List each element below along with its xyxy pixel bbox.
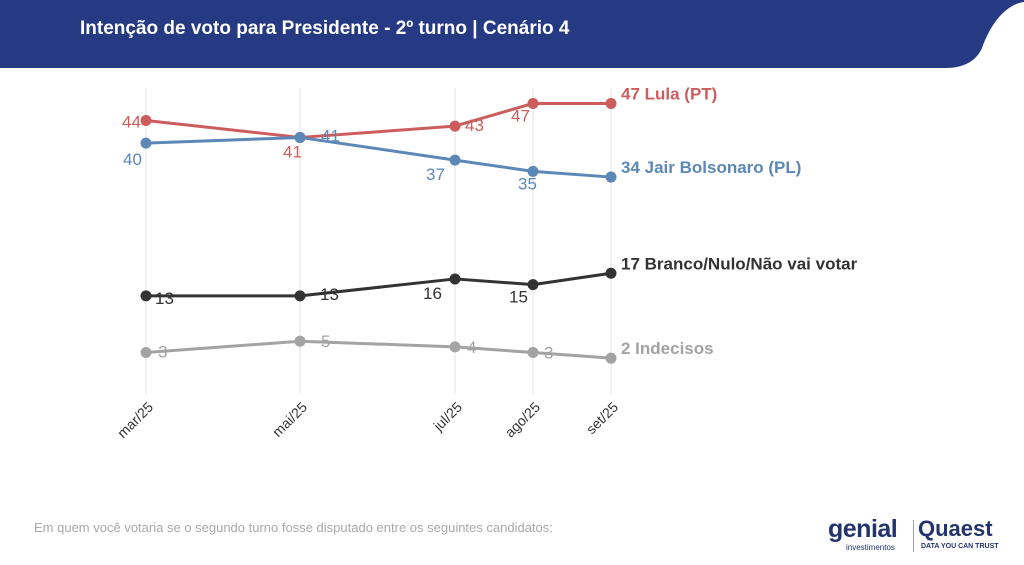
series-end-label: 47 Lula (PT) xyxy=(621,84,717,103)
quaest-logo: Quaest DATA YOU CAN TRUST xyxy=(918,516,1022,555)
data-point xyxy=(140,290,152,302)
x-tick-label: ago/25 xyxy=(502,399,544,441)
footnote: Em quem você votaria se o segundo turno … xyxy=(34,520,553,535)
x-tick-label: set/25 xyxy=(583,399,621,437)
data-point xyxy=(527,347,539,359)
data-label: 5 xyxy=(321,332,330,351)
quaest-logo-text: Quaest xyxy=(918,516,993,541)
quaest-logo-subtext: DATA YOU CAN TRUST xyxy=(921,543,999,550)
data-label: 3 xyxy=(544,344,553,363)
data-label: 41 xyxy=(283,142,302,161)
data-label: 47 xyxy=(511,106,530,125)
data-label: 15 xyxy=(509,288,528,307)
data-label: 13 xyxy=(320,285,339,304)
series-line xyxy=(145,339,612,360)
x-tick-label: mar/25 xyxy=(114,399,156,441)
genial-logo-text: genial xyxy=(828,515,898,543)
data-point xyxy=(140,114,152,126)
page-title: Intenção de voto para Presidente - 2º tu… xyxy=(80,18,570,39)
series-end-label: 34 Jair Bolsonaro (PL) xyxy=(621,158,801,177)
data-label: 4 xyxy=(467,338,476,357)
series-line xyxy=(145,135,612,179)
series-line xyxy=(146,271,612,298)
x-tick-label: mai/25 xyxy=(269,399,310,440)
data-point xyxy=(449,154,461,166)
data-point xyxy=(140,347,152,359)
data-label: 44 xyxy=(122,112,141,131)
data-point xyxy=(449,341,461,353)
series-line xyxy=(145,101,611,139)
series-end-label: 17 Branco/Nulo/Não vai votar xyxy=(621,254,858,273)
data-point xyxy=(605,97,617,109)
data-point xyxy=(140,137,152,149)
data-label: 13 xyxy=(155,289,174,308)
series-end-label: 2 Indecisos xyxy=(621,339,714,358)
data-point xyxy=(449,120,461,132)
data-label: 41 xyxy=(321,126,340,145)
data-point xyxy=(449,273,461,285)
header-banner: Intenção de voto para Presidente - 2º tu… xyxy=(0,0,1024,68)
logo-separator xyxy=(913,520,914,552)
genial-logo: genial investimentos xyxy=(828,515,910,555)
genial-logo-subtext: investimentos xyxy=(846,543,895,552)
data-label: 37 xyxy=(426,165,445,184)
data-label: 3 xyxy=(158,343,167,362)
data-point xyxy=(294,131,306,143)
data-point xyxy=(527,97,539,109)
data-point xyxy=(605,267,617,279)
data-label: 40 xyxy=(123,150,142,169)
data-label: 43 xyxy=(465,116,484,135)
data-label: 35 xyxy=(518,174,537,193)
data-point xyxy=(527,279,539,291)
data-point xyxy=(605,171,617,183)
data-label: 16 xyxy=(423,284,442,303)
data-point xyxy=(294,335,306,347)
x-tick-label: jul/25 xyxy=(429,399,465,435)
header-background xyxy=(0,0,1024,68)
x-axis-ticks: mar/25 mai/25 jul/25 ago/25 set/25 xyxy=(114,399,621,441)
data-point xyxy=(294,290,306,302)
data-point xyxy=(605,352,617,364)
data-point xyxy=(527,165,539,177)
series-layer xyxy=(140,97,617,364)
